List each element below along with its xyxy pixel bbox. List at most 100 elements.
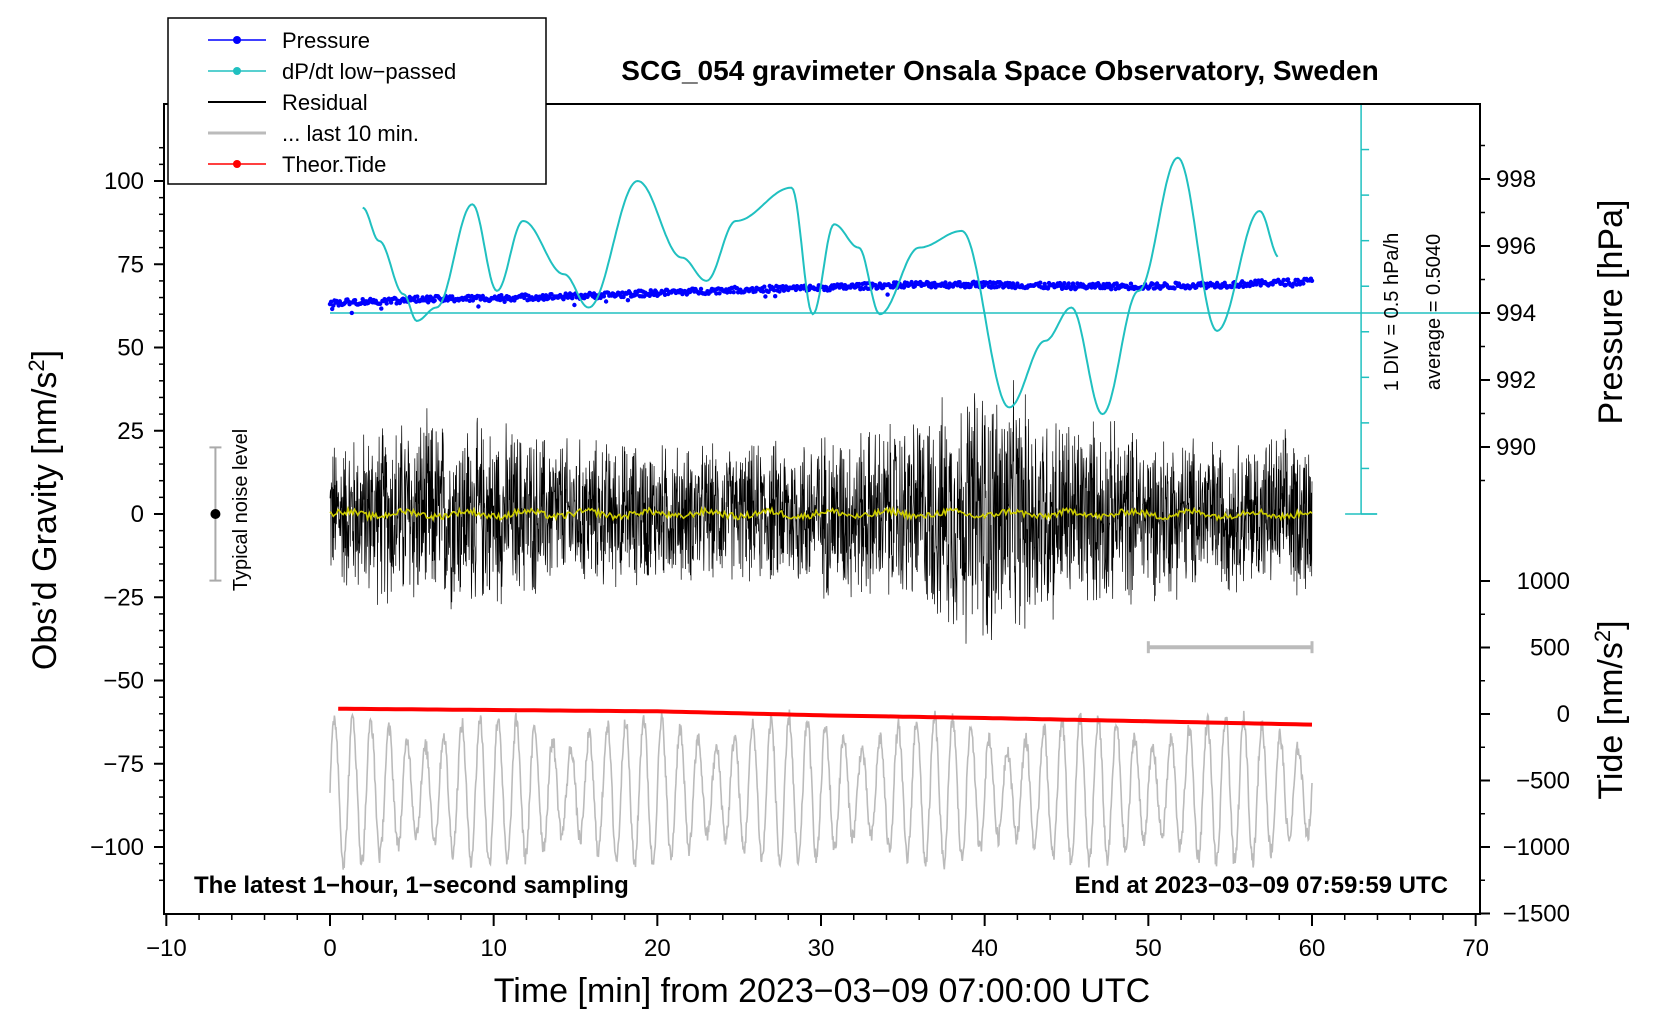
- pressure-point: [1285, 277, 1291, 282]
- annotation-average: average = 0.5040: [1423, 234, 1445, 390]
- pressure-point: [763, 294, 768, 299]
- pressure-point: [476, 304, 481, 309]
- legend-marker-pressure: [233, 36, 241, 44]
- pressure-point: [415, 294, 420, 299]
- y-tick-label-tide: −500: [1516, 768, 1570, 795]
- pressure-point: [388, 300, 394, 305]
- pressure-point: [601, 294, 607, 299]
- pressure-point: [943, 280, 948, 285]
- pressure-point: [1283, 282, 1289, 288]
- x-tick-label: −10: [146, 935, 187, 962]
- y-axis-title-pressure: Pressure [hPa]: [1592, 200, 1630, 425]
- y-tick-label-gravity: 25: [117, 418, 144, 445]
- pressure-point: [647, 293, 652, 298]
- pressure-point: [384, 301, 389, 306]
- pressure-point: [543, 293, 549, 298]
- pressure-point: [1150, 281, 1155, 287]
- chart-title: SCG_054 gravimeter Onsala Space Observat…: [621, 55, 1378, 86]
- pressure-point: [1128, 281, 1134, 286]
- x-axis-title: Time [min] from 2023−03−09 07:00:00 UTC: [494, 972, 1150, 1010]
- pressure-point: [570, 296, 575, 301]
- legend-item-dpdt: dP/dt low−passed: [208, 59, 456, 84]
- pressure-point: [762, 284, 767, 289]
- pressure-point: [771, 288, 777, 293]
- pressure-point: [1038, 280, 1043, 285]
- pressure-point: [815, 287, 820, 293]
- pressure-point: [885, 292, 890, 297]
- legend-label-dpdt: dP/dt low−passed: [282, 59, 456, 84]
- pressure-point: [1106, 281, 1112, 287]
- y-tick-label-gravity: −50: [103, 668, 144, 695]
- tide-series: [338, 706, 1313, 727]
- pressure-point: [467, 298, 472, 303]
- axes: −10 0 10 20 30 40 50 60 701007550250−25−50−75−10…: [90, 144, 1570, 962]
- legend-marker-dpdt: [233, 67, 241, 75]
- y-tick-label-gravity: 0: [131, 501, 144, 528]
- y-tick-label-pressure: 992: [1496, 367, 1536, 394]
- pressure-point: [598, 295, 603, 301]
- pressure-point: [540, 293, 545, 298]
- y-tick-label-pressure: 996: [1496, 233, 1536, 260]
- x-tick-label: 0: [323, 935, 336, 962]
- pressure-point: [1301, 281, 1306, 286]
- pressure-point: [734, 286, 740, 291]
- y-tick-label-tide: −1000: [1503, 834, 1570, 861]
- last-10-min-series: [329, 709, 1313, 870]
- residual-lowpass-series: [329, 505, 1313, 523]
- legend-label-last10: ... last 10 min.: [282, 121, 419, 146]
- y-tick-label-tide: 500: [1530, 635, 1570, 662]
- legend-label-residual: Residual: [282, 90, 368, 115]
- legend-item-last10: ... last 10 min.: [208, 121, 419, 146]
- dpdt-series: [362, 156, 1279, 416]
- pressure-point: [781, 288, 787, 293]
- y-tick-label-gravity: −100: [90, 834, 144, 861]
- pressure-point: [714, 291, 719, 296]
- legend: Pressure dP/dt low−passed Residual ... l…: [167, 17, 547, 185]
- pressure-point: [627, 290, 633, 296]
- pressure-point: [857, 281, 862, 287]
- noise-bar-center: [210, 509, 221, 519]
- x-tick-label: 70: [1462, 935, 1489, 962]
- legend-marker-tide: [233, 160, 241, 168]
- pressure-point: [1172, 286, 1177, 291]
- legend-label-pressure: Pressure: [282, 28, 370, 53]
- y-axis-title-tide: Tide [nm/s2]: [1590, 620, 1631, 799]
- y-tick-label-gravity: 50: [117, 335, 144, 362]
- y-tick-label-gravity: −75: [103, 751, 144, 778]
- pressure-point: [625, 298, 631, 303]
- annotation-noise: Typical noise level: [230, 429, 252, 591]
- pressure-point: [728, 289, 733, 295]
- y-tick-label-tide: −1500: [1503, 901, 1570, 928]
- pressure-point: [352, 298, 358, 303]
- annotation-latest: The latest 1−hour, 1−second sampling: [194, 872, 629, 899]
- pressure-point: [426, 300, 431, 305]
- pressure-point: [1270, 282, 1275, 287]
- y-axis-title-gravity-end: ]: [26, 350, 64, 359]
- pressure-point: [379, 306, 384, 311]
- pressure-point: [957, 280, 962, 285]
- pressure-point: [464, 297, 469, 302]
- pressure-point: [563, 291, 568, 296]
- x-tick-label: 20: [644, 935, 671, 962]
- legend-item-tide: Theor.Tide: [208, 152, 386, 177]
- pressure-point: [1089, 285, 1094, 290]
- y-tick-label-gravity: 75: [117, 251, 144, 278]
- pressure-point: [328, 299, 334, 304]
- pressure-point: [717, 291, 722, 296]
- y-tick-label-tide: 1000: [1517, 568, 1570, 595]
- pressure-point: [349, 310, 354, 316]
- pressure-point: [912, 284, 917, 289]
- y-tick-label-tide: 0: [1557, 701, 1570, 728]
- pressure-point: [773, 294, 778, 299]
- pressure-point: [698, 286, 704, 292]
- pressure-point: [1045, 286, 1051, 291]
- y-axis-title-tide-main: Tide [nm/s: [1592, 642, 1630, 799]
- x-tick-label: 30: [808, 935, 835, 962]
- pressure-point: [432, 298, 437, 303]
- pressure-point: [731, 290, 736, 295]
- residual-series: [329, 380, 1313, 644]
- pressure-point: [1062, 281, 1067, 286]
- x-tick-label: 10: [480, 935, 507, 962]
- y-tick-label-pressure: 998: [1496, 166, 1536, 193]
- x-tick-label: 50: [1135, 935, 1162, 962]
